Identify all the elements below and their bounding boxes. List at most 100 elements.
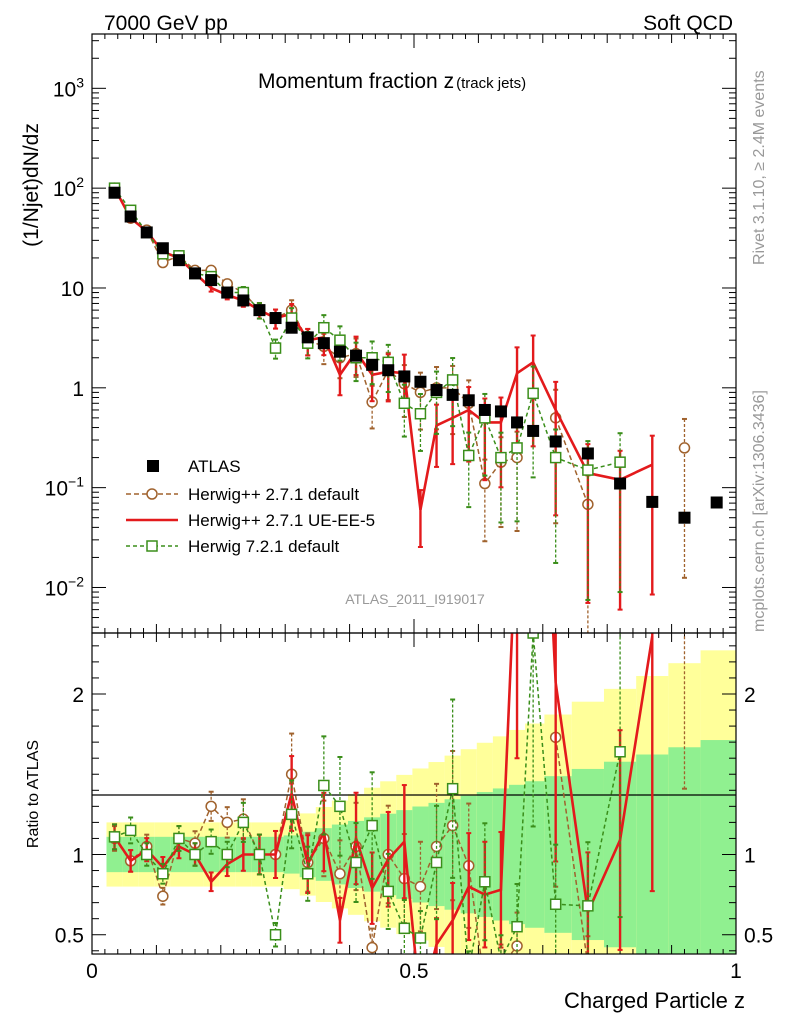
herwig7-default-ratio-point (173, 832, 185, 845)
x-tick-label: 1 (730, 960, 742, 983)
atlas-data-point (253, 304, 266, 317)
y-tick-label: 1 (72, 378, 84, 401)
herwig7-default-point (549, 451, 562, 464)
herwig7-default-point (614, 456, 626, 468)
atlas-data-point (189, 267, 202, 280)
herwig7-default-line (113, 187, 621, 471)
herwig7-default-ratio-point (464, 965, 474, 975)
herwigpp-default-ratio-point (679, 207, 689, 217)
legend: ATLAS Herwig++ 2.7.1 default Herwig++ 2.7.… (126, 457, 375, 556)
herwigpp-default-ratio-point (496, 962, 506, 972)
legend-marker (146, 488, 158, 500)
herwig7-default-point (285, 312, 298, 324)
atlas-data-point (350, 349, 363, 362)
herwig7-default-ratio-point (237, 816, 250, 829)
herwig7-default-ratio-point (496, 955, 506, 965)
x-axis-title: Charged Particle z (564, 988, 745, 1013)
herwig7-default-ratio-point (253, 848, 266, 861)
herwigpp-default-line (554, 417, 589, 505)
herwigpp-default-ratio-point (414, 880, 427, 893)
y-tick-label: 103 (53, 74, 84, 101)
atlas-data-point (446, 388, 459, 401)
ratio-band-inner (700, 740, 736, 954)
ratio-tick-labels: 0.5 0.51 12 20 0.5 1 (55, 684, 773, 983)
herwig7-default-point (398, 397, 411, 410)
herwig7-default-point (318, 321, 330, 334)
atlas-data-point (156, 242, 169, 255)
herwig7-default-ratio-point (140, 848, 153, 861)
herwig7-default-ratio-point (446, 782, 459, 795)
herwigpp-default-ratio-point (221, 816, 233, 829)
atlas-data-point (462, 394, 475, 407)
atlas-data-point (108, 186, 121, 199)
herwig7-default-point (582, 464, 594, 476)
atlas-data-point (398, 370, 411, 383)
ratio-panel-frame (91, 632, 737, 955)
herwig7-default-ratio-point (430, 856, 443, 869)
legend-label: ATLAS (188, 457, 241, 476)
herwig7-default-point (462, 449, 475, 462)
ratio-y-axis-title: Ratio to ATLAS (25, 740, 42, 848)
atlas-data-point (581, 447, 594, 460)
ratio-y-tick-label: 0.5 (55, 925, 84, 948)
herwigpp-default-ratio-point (334, 868, 346, 880)
atlas-data-point (494, 405, 507, 418)
herwigpp-default-point (678, 442, 691, 454)
top-axis-ticks (91, 34, 737, 633)
atlas-data-point (366, 358, 379, 371)
herwig7-default-ratio-point (269, 928, 282, 941)
herwig7-default-point (334, 334, 346, 346)
x-tick-label: 0.5 (399, 960, 428, 983)
mcplots-url-label: mcplots.cern.ch [arXiv:1306.3436] (751, 390, 768, 632)
herwig7-default-ratio-point (205, 835, 217, 848)
herwig7-default-ratio-point (366, 819, 378, 832)
ratio-series-layer (108, 207, 689, 991)
herwig7-default-ratio-point (124, 824, 137, 837)
herwig7-default-ratio-point (334, 800, 346, 813)
y-tick-label: 10−1 (45, 474, 85, 501)
atlas-data-point (678, 511, 691, 524)
atlas-data-point (710, 496, 723, 509)
ratio-y-tick-label-right: 1 (744, 844, 756, 867)
ratio-y-tick-label: 1 (72, 844, 84, 867)
ratio-band-inner (106, 836, 123, 873)
analysis-watermark: ATLAS_2011_I919017 (345, 591, 485, 607)
herwig7-default-ratio-point (527, 633, 539, 639)
herwig7-default-ratio-point (582, 900, 594, 912)
y-axis-title: (1/Njet)dN/dz (20, 123, 43, 247)
herwig7-default-ratio-point (398, 922, 411, 935)
herwig7-default-ratio-point (318, 779, 330, 792)
herwig7-default-ratio-point (350, 856, 362, 869)
y-tick-label: 10−2 (45, 573, 85, 600)
atlas-data-point (478, 403, 491, 416)
herwigpp-default-ratio-point (583, 960, 593, 970)
atlas-data-point (205, 274, 218, 287)
herwig7-default-ratio-point (511, 920, 523, 933)
legend-marker-atlas (147, 460, 159, 472)
herwig7-default-ratio-point (285, 808, 298, 821)
rivet-version-label: Rivet 3.1.10, ≥ 2.4M events (751, 70, 768, 265)
herwig7-default-ratio-point (549, 898, 562, 910)
herwigpp-default-ratio-point (480, 981, 490, 991)
herwig7-default-point (527, 387, 539, 400)
herwig7-default-ratio-point (221, 848, 233, 861)
y-tick-label: 102 (53, 174, 84, 201)
ratio-y-tick-label-right: 2 (744, 684, 756, 707)
herwig7-default-ratio-point (479, 876, 491, 888)
ratio-band-inner (508, 784, 526, 925)
chart-title-main: Momentum fraction z (258, 70, 454, 93)
herwigpp-default-ratio-point (157, 890, 169, 902)
legend-label: Herwig++ 2.7.1 default (188, 485, 359, 504)
chart-title: Momentum fraction z (track jets) (258, 70, 526, 93)
atlas-data-point (549, 435, 562, 448)
herwigpp-default-ratio-point (205, 800, 217, 813)
legend-marker (146, 540, 158, 552)
atlas-data-point (414, 375, 427, 388)
atlas-data-point (172, 254, 185, 267)
herwig7-default-ratio-point (382, 885, 394, 898)
ratio-y-tick-label: 2 (72, 684, 84, 707)
atlas-data-point (237, 294, 250, 307)
atlas-data-point (269, 312, 282, 325)
herwig7-default-point (511, 442, 523, 454)
